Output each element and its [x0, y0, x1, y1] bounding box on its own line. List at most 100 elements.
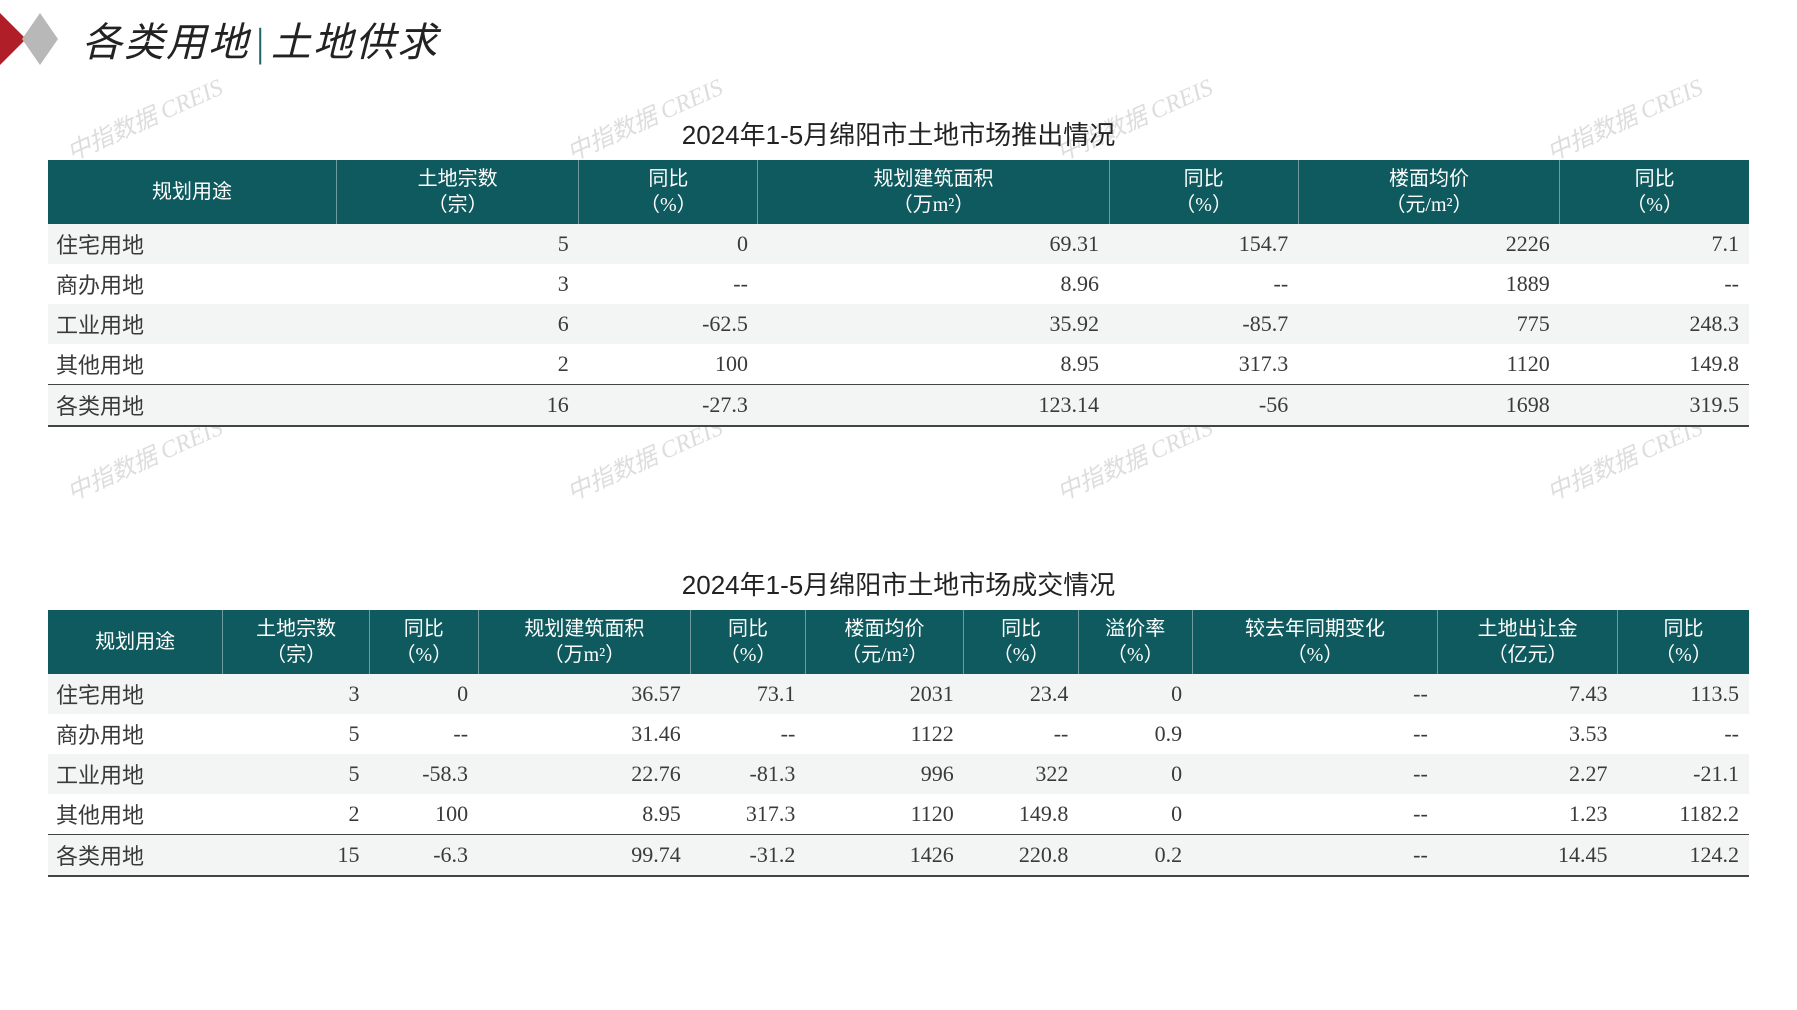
table-cell: 996: [805, 754, 963, 794]
table2: 规划用途土地宗数（宗）同比（%）规划建筑面积（万m²）同比（%）楼面均价（元/m…: [48, 610, 1749, 877]
column-header: 楼面均价（元/m²）: [805, 610, 963, 674]
column-header: 规划用途: [48, 610, 223, 674]
table-cell: 3.53: [1438, 714, 1618, 754]
column-header: 同比（%）: [370, 610, 479, 674]
table-cell: 其他用地: [48, 344, 337, 385]
table-cell: 5: [337, 224, 579, 264]
table-cell: 8.96: [758, 264, 1109, 304]
table-cell: 2: [337, 344, 579, 385]
table-cell: 775: [1298, 304, 1560, 344]
table-cell: -31.2: [691, 835, 806, 877]
table-cell: --: [1192, 835, 1438, 877]
table-cell: 123.14: [758, 385, 1109, 427]
table-cell: 73.1: [691, 674, 806, 714]
table-cell: -81.3: [691, 754, 806, 794]
table-row: 其他用地21008.95317.31120149.8: [48, 344, 1749, 385]
table-cell: 1889: [1298, 264, 1560, 304]
table-cell: 100: [370, 794, 479, 835]
table-cell: 317.3: [691, 794, 806, 835]
table-cell: 149.8: [964, 794, 1079, 835]
table-cell: 0: [370, 674, 479, 714]
column-header: 较去年同期变化（%）: [1192, 610, 1438, 674]
table-cell: 149.8: [1560, 344, 1749, 385]
table-cell: 1426: [805, 835, 963, 877]
table-cell: 0.9: [1078, 714, 1192, 754]
table-cell: --: [370, 714, 479, 754]
table-cell: 16: [337, 385, 579, 427]
table-row: 商办用地5--31.46--1122--0.9--3.53--: [48, 714, 1749, 754]
table-cell: 124.2: [1618, 835, 1749, 877]
table1-body: 住宅用地5069.31154.722267.1商办用地3--8.96--1889…: [48, 224, 1749, 426]
table-row: 工业用地6-62.535.92-85.7775248.3: [48, 304, 1749, 344]
table-cell: -56: [1109, 385, 1298, 427]
table-cell: 220.8: [964, 835, 1079, 877]
table-cell: --: [1192, 674, 1438, 714]
table-cell: --: [1109, 264, 1298, 304]
table-row: 住宅用地3036.5773.1203123.40--7.43113.5: [48, 674, 1749, 714]
table-cell: --: [1560, 264, 1749, 304]
table2-header-row: 规划用途土地宗数（宗）同比（%）规划建筑面积（万m²）同比（%）楼面均价（元/m…: [48, 610, 1749, 674]
table-cell: 248.3: [1560, 304, 1749, 344]
table-cell: 1182.2: [1618, 794, 1749, 835]
table-cell: 工业用地: [48, 754, 223, 794]
table-cell: --: [1618, 714, 1749, 754]
column-header: 同比（%）: [964, 610, 1079, 674]
table-cell: 1.23: [1438, 794, 1618, 835]
column-header: 同比（%）: [579, 160, 758, 224]
table-cell: --: [964, 714, 1079, 754]
table-cell: 2226: [1298, 224, 1560, 264]
table-cell: 317.3: [1109, 344, 1298, 385]
table-cell: 各类用地: [48, 835, 223, 877]
column-header: 同比（%）: [1109, 160, 1298, 224]
table-cell: 7.43: [1438, 674, 1618, 714]
table1-title: 2024年1-5月绵阳市土地市场推出情况: [48, 115, 1749, 152]
page-header: 各类用地|土地供求: [0, 10, 439, 68]
table-cell: 6: [337, 304, 579, 344]
column-header: 规划建筑面积（万m²）: [478, 610, 691, 674]
table-cell: 住宅用地: [48, 674, 223, 714]
table-cell: -6.3: [370, 835, 479, 877]
table-cell: 154.7: [1109, 224, 1298, 264]
title-left: 各类用地: [82, 20, 250, 65]
table-cell: 1120: [1298, 344, 1560, 385]
column-header: 溢价率（%）: [1078, 610, 1192, 674]
table-row: 各类用地16-27.3123.14-561698319.5: [48, 385, 1749, 427]
table-cell: 69.31: [758, 224, 1109, 264]
table-cell: 36.57: [478, 674, 691, 714]
table-cell: 5: [223, 714, 370, 754]
table-cell: 22.76: [478, 754, 691, 794]
table-cell: 2: [223, 794, 370, 835]
table-cell: -27.3: [579, 385, 758, 427]
table-cell: 各类用地: [48, 385, 337, 427]
table-cell: 7.1: [1560, 224, 1749, 264]
table-cell: 商办用地: [48, 264, 337, 304]
table-cell: 113.5: [1618, 674, 1749, 714]
table2-title: 2024年1-5月绵阳市土地市场成交情况: [48, 565, 1749, 602]
table-cell: 31.46: [478, 714, 691, 754]
column-header: 规划建筑面积（万m²）: [758, 160, 1109, 224]
table1-section: 2024年1-5月绵阳市土地市场推出情况 规划用途土地宗数（宗）同比（%）规划建…: [48, 115, 1749, 427]
table-cell: 2031: [805, 674, 963, 714]
table-cell: 14.45: [1438, 835, 1618, 877]
table-cell: 319.5: [1560, 385, 1749, 427]
table-cell: 1120: [805, 794, 963, 835]
table-cell: 0: [1078, 794, 1192, 835]
table-cell: --: [691, 714, 806, 754]
table-cell: 15: [223, 835, 370, 877]
table-row: 其他用地21008.95317.31120149.80--1.231182.2: [48, 794, 1749, 835]
column-header: 同比（%）: [691, 610, 806, 674]
column-header: 楼面均价（元/m²）: [1298, 160, 1560, 224]
table-cell: 1122: [805, 714, 963, 754]
column-header: 规划用途: [48, 160, 337, 224]
table2-section: 2024年1-5月绵阳市土地市场成交情况 规划用途土地宗数（宗）同比（%）规划建…: [48, 565, 1749, 877]
table-row: 工业用地5-58.322.76-81.39963220--2.27-21.1: [48, 754, 1749, 794]
title-right: 土地供求: [271, 20, 439, 65]
logo: [0, 13, 58, 65]
table-cell: 3: [223, 674, 370, 714]
table-cell: 1698: [1298, 385, 1560, 427]
table-cell: 0: [1078, 674, 1192, 714]
table1: 规划用途土地宗数（宗）同比（%）规划建筑面积（万m²）同比（%）楼面均价（元/m…: [48, 160, 1749, 427]
column-header: 土地宗数（宗）: [337, 160, 579, 224]
table-cell: 8.95: [478, 794, 691, 835]
table-cell: -21.1: [1618, 754, 1749, 794]
